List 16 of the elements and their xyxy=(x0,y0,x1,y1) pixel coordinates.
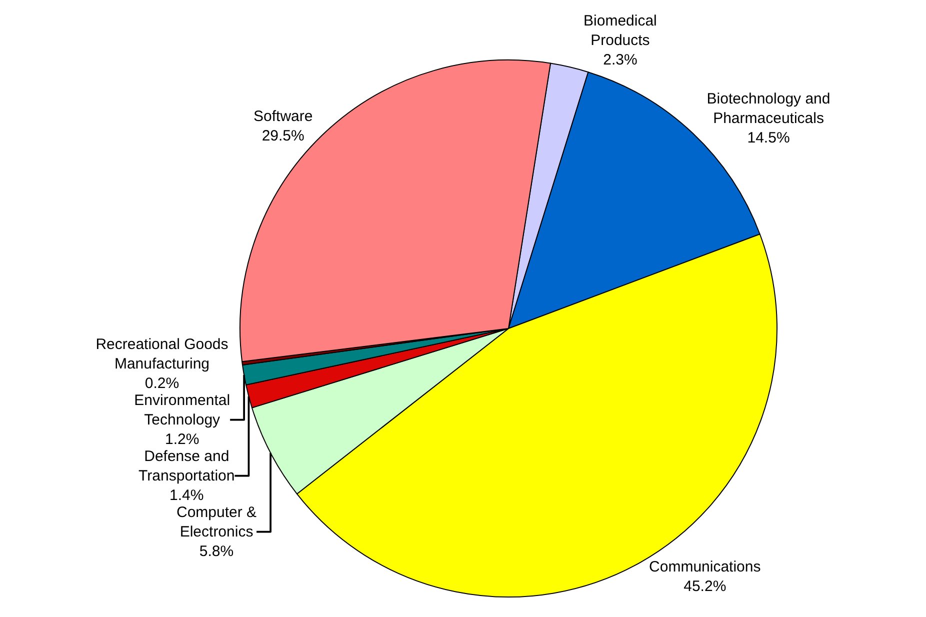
data-label: 29.5% xyxy=(262,127,304,144)
data-label: 14.5% xyxy=(747,129,790,146)
data-label: 45.2% xyxy=(684,578,726,595)
data-label: 5.8% xyxy=(199,542,234,560)
slice-label: Environmental Technology xyxy=(134,392,230,428)
slice-label: Communications xyxy=(649,558,761,576)
slice-label: Recreational Goods Manufacturing xyxy=(96,336,228,372)
data-label: 0.2% xyxy=(144,374,180,392)
slice-label: Biomedical Products xyxy=(584,12,657,49)
data-label: 1.4% xyxy=(170,486,204,504)
data-label: 2.3% xyxy=(603,51,638,68)
slice-label: Computer & Electronics xyxy=(176,504,257,540)
slice-label: Biotechnology and Pharmaceuticals xyxy=(706,90,830,127)
slice-label: Software xyxy=(254,108,313,125)
data-label: 1.2% xyxy=(165,430,200,448)
slice-label: Defense and Transportation xyxy=(138,448,235,484)
